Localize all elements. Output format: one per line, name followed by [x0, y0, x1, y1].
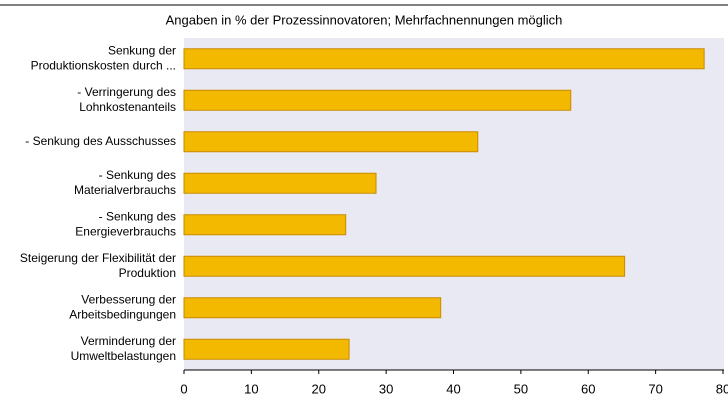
- x-tick-label: 20: [312, 381, 326, 396]
- y-tick-label-line: Lohnkostenanteils: [79, 100, 176, 114]
- x-tick-label: 30: [379, 381, 393, 396]
- x-tick-label: 40: [446, 381, 460, 396]
- y-tick-label: Verminderung der Umweltbelastungen: [71, 334, 176, 363]
- x-tick-label: 0: [180, 381, 187, 396]
- y-tick-label: - Senkung des Materialverbrauchs: [74, 168, 176, 197]
- bar: [183, 131, 479, 153]
- x-tick-label: 80: [716, 381, 728, 396]
- y-tick-label-line: Umweltbelastungen: [71, 349, 176, 363]
- bar: [183, 297, 442, 319]
- bar: [183, 214, 347, 236]
- y-tick-label-line: Produktion: [119, 266, 176, 280]
- y-tick-label-line: Materialverbrauchs: [74, 183, 176, 197]
- bar: [183, 172, 377, 194]
- bar: [183, 48, 705, 70]
- y-tick-label: - Senkung des Ausschusses: [25, 134, 176, 148]
- bar: [183, 338, 350, 360]
- x-tick-label: 50: [514, 381, 528, 396]
- plot-area: [184, 38, 724, 370]
- y-tick-label-line: Arbeitsbedingungen: [69, 307, 176, 321]
- y-tick-label: - Verringerung des Lohnkostenanteils: [77, 85, 176, 114]
- y-tick-label: - Senkung des Energieverbrauchs: [75, 209, 176, 238]
- y-tick-label-line: - Senkung des: [99, 168, 176, 182]
- y-tick-label-line: - Senkung des: [99, 209, 176, 223]
- y-tick-label-line: - Senkung des Ausschusses: [25, 134, 176, 148]
- y-tick-label-line: Verminderung der: [81, 334, 176, 348]
- chart-title: Angaben in % der Prozessinnovatoren; Meh…: [166, 12, 563, 27]
- x-tick-label: 70: [648, 381, 662, 396]
- y-tick-label-line: - Verringerung des: [77, 85, 176, 99]
- y-tick-label-line: Energieverbrauchs: [75, 224, 176, 238]
- y-tick-label: Senkung der Produktionskosten durch ...: [31, 43, 176, 72]
- y-tick-label: Steigerung der Flexibilität der Produktio…: [20, 251, 176, 280]
- y-tick-label: Verbesserung der Arbeitsbedingungen: [69, 292, 176, 321]
- y-tick-label-line: Steigerung der Flexibilität der: [20, 251, 176, 265]
- y-tick-label-line: Senkung der: [108, 43, 176, 57]
- bar: [183, 89, 572, 111]
- x-tick-label: 60: [581, 381, 595, 396]
- bar: [183, 255, 626, 277]
- x-tick-label: 10: [244, 381, 258, 396]
- y-tick-label-line: Verbesserung der: [81, 292, 176, 306]
- y-tick-label-line: Produktionskosten durch ...: [31, 58, 176, 72]
